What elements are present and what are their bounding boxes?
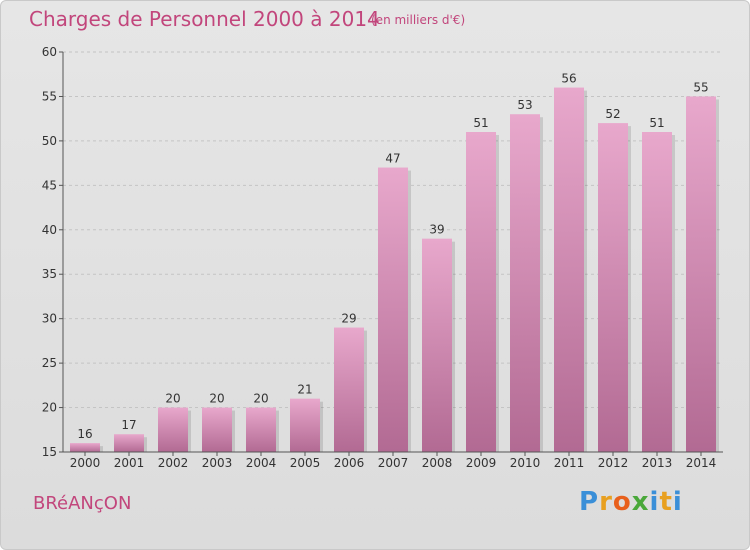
- logo-letter: t: [659, 487, 673, 517]
- y-tick-label: 60: [42, 45, 57, 59]
- bar-2003: [202, 407, 232, 452]
- bar-2001: [114, 434, 144, 452]
- value-label: 52: [605, 107, 620, 121]
- bar-2000: [70, 443, 100, 452]
- chart-title: Charges de Personnel 2000 à 2014: [29, 7, 380, 31]
- value-label: 56: [561, 72, 576, 86]
- value-label: 17: [121, 418, 136, 432]
- y-tick-label: 55: [42, 89, 57, 103]
- logo-letter: r: [599, 487, 613, 517]
- x-tick-label: 2012: [598, 456, 629, 470]
- value-label: 55: [693, 80, 708, 94]
- logo-letter: o: [612, 487, 632, 517]
- x-tick-label: 2002: [158, 456, 189, 470]
- x-tick-label: 2006: [334, 456, 365, 470]
- x-tick-label: 2001: [114, 456, 145, 470]
- logo-letter: x: [631, 487, 650, 517]
- logo-letter: i: [672, 487, 683, 517]
- value-label: 20: [253, 392, 268, 406]
- labels-layer: 16 17 20 20 20 21 29 47 39 51 53 56 52 51 55: [77, 72, 708, 442]
- x-tick-label: 2004: [246, 456, 277, 470]
- x-tick-label: 2008: [422, 456, 453, 470]
- value-label: 21: [297, 383, 312, 397]
- value-label: 47: [385, 152, 400, 166]
- value-label: 29: [341, 312, 356, 326]
- x-tick-label: 2011: [554, 456, 585, 470]
- bar-2006: [334, 327, 364, 452]
- bar-2004: [246, 407, 276, 452]
- bar-2011: [554, 87, 584, 453]
- x-tick-label: 2003: [202, 456, 233, 470]
- bar-2002: [158, 407, 188, 452]
- bar-2007: [378, 167, 408, 453]
- bar-2013: [642, 132, 672, 452]
- value-label: 39: [429, 223, 444, 237]
- x-tick-label: 2013: [642, 456, 673, 470]
- x-tick-label: 2009: [466, 456, 497, 470]
- chart-subtitle: (en milliers d'€): [371, 13, 466, 27]
- y-tick-label: 25: [42, 356, 57, 370]
- x-tick-label: 2010: [510, 456, 541, 470]
- x-tick-label: 2014: [686, 456, 717, 470]
- logo-letter: i: [649, 487, 660, 517]
- x-tick-label: 2005: [290, 456, 321, 470]
- bar-2005: [290, 398, 320, 452]
- y-tick-label: 50: [42, 134, 57, 148]
- y-tick-label: 35: [42, 267, 57, 281]
- value-label: 20: [209, 392, 224, 406]
- commune-name: BRéANçON: [33, 493, 132, 514]
- axis-layer: 15 20 25 30 35 40 45 50 55 60 2000 2001 2002 2003 2004…: [42, 45, 723, 470]
- proxiti-logo[interactable]: Proxiti: [579, 487, 683, 517]
- x-tick-label: 2000: [70, 456, 101, 470]
- bars-layer: [70, 87, 719, 453]
- bar-2008: [422, 238, 452, 452]
- x-tick-label: 2007: [378, 456, 409, 470]
- value-label: 20: [165, 392, 180, 406]
- value-label: 51: [473, 116, 488, 130]
- y-tick-label: 20: [42, 401, 57, 415]
- y-tick-label: 15: [42, 445, 57, 459]
- logo-letter: P: [579, 487, 600, 517]
- y-tick-label: 30: [42, 312, 57, 326]
- y-tick-label: 45: [42, 178, 57, 192]
- bar-2009: [466, 132, 496, 452]
- y-tick-label: 40: [42, 223, 57, 237]
- value-label: 53: [517, 98, 532, 112]
- value-label: 51: [649, 116, 664, 130]
- bar-2014: [686, 96, 716, 452]
- bar-2010: [510, 114, 540, 452]
- bar-2012: [598, 123, 628, 452]
- value-label: 16: [77, 427, 92, 441]
